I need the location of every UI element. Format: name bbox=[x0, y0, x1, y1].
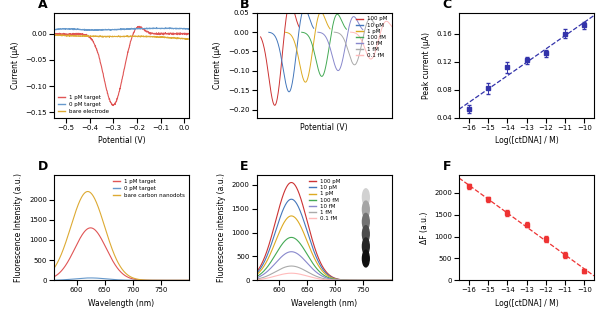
Legend: 1 pM target, 0 pM target, bare electrode: 1 pM target, 0 pM target, bare electrode bbox=[57, 94, 110, 115]
X-axis label: Potential (V): Potential (V) bbox=[98, 136, 145, 145]
Legend: 100 pM, 10 pM, 1 pM, 100 fM, 10 fM, 1 fM, 0.1 fM: 100 pM, 10 pM, 1 pM, 100 fM, 10 fM, 1 fM… bbox=[308, 178, 341, 222]
Text: B: B bbox=[240, 0, 250, 10]
Text: E: E bbox=[240, 160, 249, 173]
Legend: 1 pM target, 0 pM target, bare carbon nanodots: 1 pM target, 0 pM target, bare carbon na… bbox=[112, 178, 186, 199]
X-axis label: Potential (V): Potential (V) bbox=[300, 123, 348, 132]
Text: A: A bbox=[38, 0, 47, 10]
Y-axis label: Current (μA): Current (μA) bbox=[214, 41, 223, 89]
Legend: 100 pM, 10 pM, 1 pM, 100 fM, 10 fM, 1 fM, 0.1 fM: 100 pM, 10 pM, 1 pM, 100 fM, 10 fM, 1 fM… bbox=[355, 15, 389, 59]
Text: C: C bbox=[443, 0, 452, 10]
Y-axis label: ΔF (a.u.): ΔF (a.u.) bbox=[419, 212, 428, 244]
X-axis label: Wavelength (nm): Wavelength (nm) bbox=[291, 299, 357, 308]
Y-axis label: Current (μA): Current (μA) bbox=[11, 41, 20, 89]
Y-axis label: Fluorescence Intensity (a.u.): Fluorescence Intensity (a.u.) bbox=[14, 173, 23, 282]
Y-axis label: Fluorescence intensity (a.u.): Fluorescence intensity (a.u.) bbox=[217, 173, 226, 282]
X-axis label: Log([ctDNA] / M): Log([ctDNA] / M) bbox=[494, 136, 559, 145]
Text: D: D bbox=[38, 160, 48, 173]
Text: F: F bbox=[443, 160, 451, 173]
Y-axis label: Peak current (μA): Peak current (μA) bbox=[422, 32, 431, 99]
X-axis label: Wavelength (nm): Wavelength (nm) bbox=[88, 299, 155, 308]
X-axis label: Log([ctDNA] / M): Log([ctDNA] / M) bbox=[494, 299, 559, 308]
